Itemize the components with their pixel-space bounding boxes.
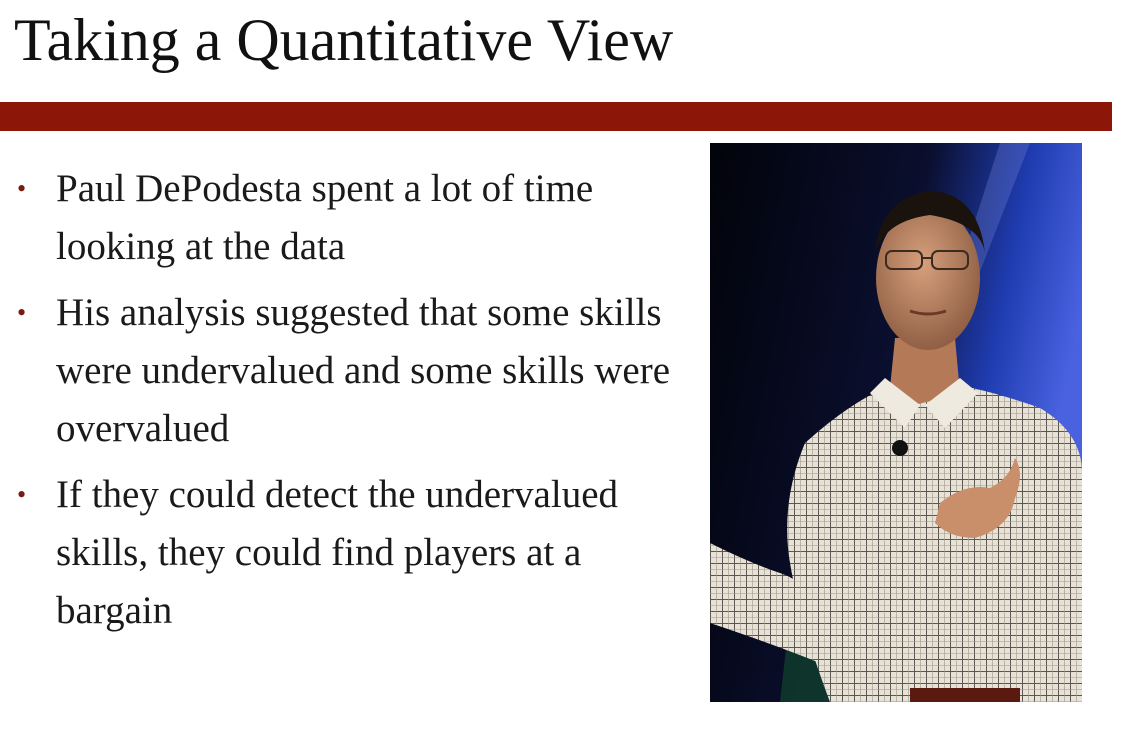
bullet-item: • Paul DePodesta spent a lot of time loo… xyxy=(0,160,700,276)
bullet-dot-icon: • xyxy=(17,298,27,327)
slide-title: Taking a Quantitative View xyxy=(14,7,674,73)
bullet-item: • If they could detect the undervalued s… xyxy=(0,466,700,640)
bullet-list: • Paul DePodesta spent a lot of time loo… xyxy=(0,160,700,648)
bullet-text: His analysis suggested that some skills … xyxy=(56,291,671,450)
bullet-text: Paul DePodesta spent a lot of time looki… xyxy=(56,167,594,268)
title-accent-bar xyxy=(0,102,1112,131)
bullet-dot-icon: • xyxy=(17,480,27,509)
bullet-dot-icon: • xyxy=(17,174,27,203)
bullet-item: • His analysis suggested that some skill… xyxy=(0,284,700,458)
bullet-text: If they could detect the undervalued ski… xyxy=(56,473,619,632)
speaker-photo xyxy=(710,143,1082,702)
